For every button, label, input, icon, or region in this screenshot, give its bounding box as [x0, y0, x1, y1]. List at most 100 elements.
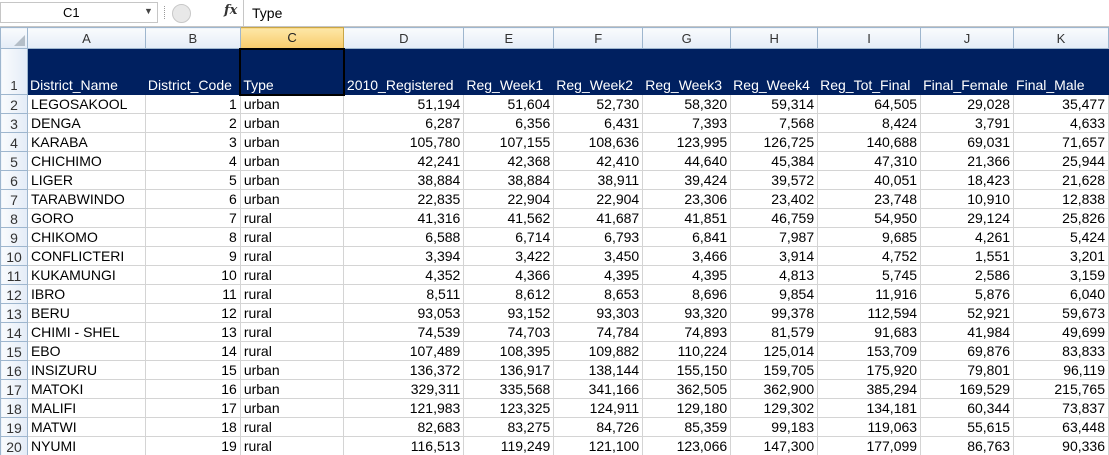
cell[interactable]: 52,730 — [553, 94, 644, 114]
cell[interactable]: 362,900 — [730, 379, 819, 399]
cell[interactable]: 1 — [144, 94, 241, 114]
cell[interactable]: 6,431 — [553, 113, 644, 133]
cell[interactable]: 3,201 — [1013, 246, 1109, 266]
row-header[interactable]: 17 — [0, 379, 28, 399]
cell[interactable]: 3,159 — [1013, 265, 1109, 285]
cell[interactable]: 42,410 — [553, 151, 644, 171]
cell[interactable]: 12,838 — [1013, 189, 1109, 209]
cell[interactable]: 5 — [144, 170, 241, 190]
cell[interactable]: 42,368 — [463, 151, 555, 171]
cell[interactable]: 8,653 — [553, 284, 644, 304]
cell[interactable]: 138,144 — [553, 360, 644, 380]
cell[interactable]: 23,748 — [817, 189, 922, 209]
cell[interactable]: 4,633 — [1013, 113, 1109, 133]
cell[interactable]: 112,594 — [817, 303, 922, 323]
cell[interactable]: 5,876 — [920, 284, 1015, 304]
cell[interactable]: 18,423 — [920, 170, 1015, 190]
cell[interactable]: 121,100 — [553, 436, 644, 455]
row-header[interactable]: 2 — [0, 94, 28, 114]
cell[interactable]: 155,150 — [642, 360, 732, 380]
cell[interactable]: 39,424 — [642, 170, 732, 190]
cell[interactable]: 9,854 — [730, 284, 819, 304]
cell[interactable]: 4,366 — [463, 265, 555, 285]
cell[interactable]: 124,911 — [553, 398, 644, 418]
cell[interactable]: 6,841 — [642, 227, 732, 247]
cell[interactable]: 4,752 — [817, 246, 922, 266]
cell[interactable]: 3,466 — [642, 246, 732, 266]
cell[interactable]: 385,294 — [817, 379, 922, 399]
cell[interactable]: MATOKI — [26, 379, 146, 399]
row-header[interactable]: 16 — [0, 360, 28, 380]
cell[interactable]: 19 — [144, 436, 241, 455]
cell[interactable]: 7,987 — [730, 227, 819, 247]
cell[interactable]: MATWI — [26, 417, 146, 437]
cell[interactable]: 4,261 — [920, 227, 1015, 247]
cell[interactable]: 6 — [144, 189, 241, 209]
cell[interactable]: rural — [239, 303, 345, 323]
column-header-j[interactable]: J — [920, 27, 1015, 49]
cell[interactable]: 22,904 — [463, 189, 555, 209]
cell[interactable]: 341,166 — [553, 379, 644, 399]
row-header[interactable]: 6 — [0, 170, 28, 190]
cell[interactable]: 74,784 — [553, 322, 644, 342]
cell[interactable]: 23,306 — [642, 189, 732, 209]
row-header[interactable]: 4 — [0, 132, 28, 152]
cell[interactable]: 17 — [144, 398, 241, 418]
header-cell[interactable]: District_Name — [26, 48, 146, 95]
cell[interactable]: 9,685 — [817, 227, 922, 247]
cell[interactable]: 81,579 — [730, 322, 819, 342]
cell[interactable]: 136,372 — [343, 360, 465, 380]
cell[interactable]: 38,884 — [463, 170, 555, 190]
row-header[interactable]: 3 — [0, 113, 28, 133]
cell[interactable]: rural — [239, 284, 345, 304]
cell[interactable]: rural — [239, 322, 345, 342]
cell[interactable]: 38,911 — [553, 170, 644, 190]
cell[interactable]: 41,687 — [553, 208, 644, 228]
cell[interactable]: 13 — [144, 322, 241, 342]
row-header[interactable]: 18 — [0, 398, 28, 418]
cell[interactable]: 4 — [144, 151, 241, 171]
cell[interactable]: INSIZURU — [26, 360, 146, 380]
header-cell[interactable]: Reg_Week4 — [730, 48, 819, 95]
cell[interactable]: 5,745 — [817, 265, 922, 285]
cell[interactable]: 107,489 — [343, 341, 465, 361]
row-header[interactable]: 9 — [0, 227, 28, 247]
column-header-e[interactable]: E — [463, 27, 555, 49]
cell[interactable]: 64,505 — [817, 94, 922, 114]
cell[interactable]: CONFLICTERI — [26, 246, 146, 266]
cell[interactable]: 6,040 — [1013, 284, 1109, 304]
cell[interactable]: 119,249 — [463, 436, 555, 455]
cell[interactable]: rural — [239, 208, 345, 228]
cell[interactable]: urban — [239, 132, 345, 152]
cell[interactable]: 147,300 — [730, 436, 819, 455]
cell[interactable]: 110,224 — [642, 341, 732, 361]
cell[interactable]: 4,395 — [553, 265, 644, 285]
cell[interactable]: 42,241 — [343, 151, 465, 171]
cell[interactable]: 8,511 — [343, 284, 465, 304]
cell[interactable]: rural — [239, 227, 345, 247]
cell[interactable]: 6,356 — [463, 113, 555, 133]
cell[interactable]: 123,995 — [642, 132, 732, 152]
cell[interactable]: 7,393 — [642, 113, 732, 133]
cell[interactable]: 6,714 — [463, 227, 555, 247]
cell[interactable]: 86,763 — [920, 436, 1015, 455]
cell[interactable]: 9 — [144, 246, 241, 266]
formula-bar-resize-handle[interactable] — [164, 6, 167, 19]
cell[interactable]: urban — [239, 379, 345, 399]
cell[interactable]: 3,914 — [730, 246, 819, 266]
row-header[interactable]: 7 — [0, 189, 28, 209]
cell[interactable]: 93,320 — [642, 303, 732, 323]
cell[interactable]: urban — [239, 170, 345, 190]
cell[interactable]: 215,765 — [1013, 379, 1109, 399]
cell[interactable]: 329,311 — [343, 379, 465, 399]
cell[interactable]: urban — [239, 189, 345, 209]
column-header-i[interactable]: I — [817, 27, 922, 49]
cell[interactable]: rural — [239, 436, 345, 455]
cell[interactable]: 83,275 — [463, 417, 555, 437]
cell[interactable]: 39,572 — [730, 170, 819, 190]
cell[interactable]: 159,705 — [730, 360, 819, 380]
column-header-a[interactable]: A — [26, 27, 146, 49]
cell[interactable]: 29,028 — [920, 94, 1015, 114]
header-cell[interactable]: Reg_Week1 — [463, 48, 555, 95]
row-header[interactable]: 20 — [0, 436, 28, 455]
